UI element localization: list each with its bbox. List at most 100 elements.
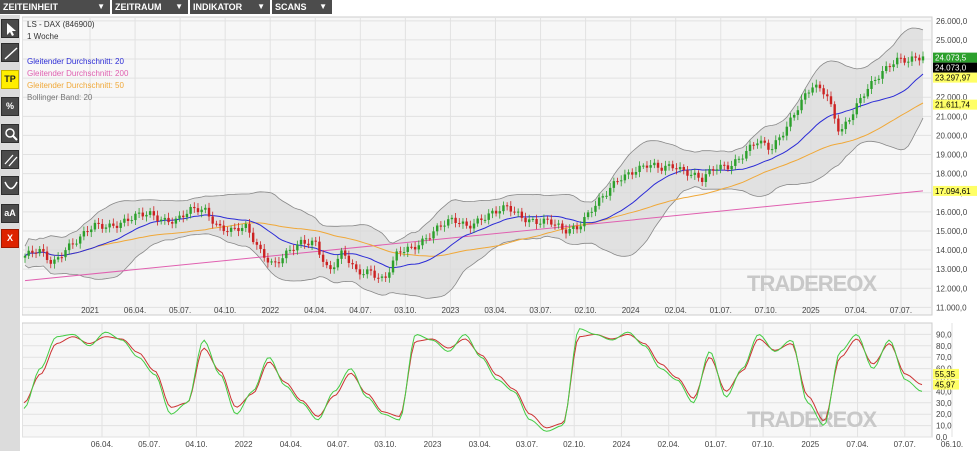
candle-body (439, 225, 443, 227)
candle-body (274, 261, 277, 263)
candle-body (178, 215, 181, 219)
candle-body (351, 263, 354, 265)
candle-body (380, 276, 384, 278)
candle-body (815, 84, 818, 88)
candle-body (432, 231, 435, 239)
candle-body (623, 174, 627, 181)
candle-body (469, 225, 472, 229)
chart-area[interactable]: TRADEREOX 26.000,025.000,024.000,023.000… (22, 15, 978, 451)
parallel-lines-icon (4, 154, 18, 167)
y-tick-label: 90,0 (936, 330, 952, 339)
x-tick-label: 02.10. (574, 306, 596, 315)
candle-body (608, 187, 612, 196)
x-tick-label: 2025 (801, 440, 819, 449)
arc-tool[interactable] (1, 176, 19, 195)
candle-body (631, 172, 634, 175)
candle-body (531, 218, 535, 220)
candle-body (182, 215, 185, 218)
candle-body (770, 149, 774, 151)
candle-body (90, 229, 93, 233)
candle-body (402, 252, 406, 254)
menu-zeitraum-label: ZEITRAUM (115, 2, 162, 12)
chevron-down-icon: ▼ (175, 2, 183, 11)
price-tag-label: 17.094,61 (935, 187, 971, 196)
candle-body (675, 168, 678, 170)
candle-body (145, 214, 148, 217)
delete-tool[interactable]: X (1, 229, 19, 248)
menu-zeiteinheit[interactable]: ZEITEINHEIT ▼ (0, 0, 110, 14)
text-tool[interactable]: aA (1, 204, 19, 223)
text-size-icon: aA (4, 208, 16, 218)
x-tick-label: 2021 (81, 306, 99, 315)
y-tick-label: 0,0 (936, 433, 948, 442)
candle-body (193, 206, 196, 209)
candle-body (660, 167, 663, 171)
candle-body (730, 165, 733, 170)
candle-body (664, 165, 667, 171)
candle-body (586, 212, 590, 218)
cursor-tool[interactable] (1, 19, 19, 38)
x-tick-label: 02.04. (665, 306, 687, 315)
candle-body (277, 262, 281, 264)
candle-body (343, 250, 347, 256)
candle-body (656, 162, 660, 168)
y-tick-label: 13.000,0 (936, 265, 968, 274)
tp-tool[interactable]: TP (1, 70, 19, 89)
candle-body (299, 239, 303, 245)
candle-body (119, 222, 122, 228)
candle-body (101, 223, 104, 229)
channel-tool[interactable] (1, 150, 19, 169)
candle-body (148, 211, 152, 215)
candle-body (126, 218, 130, 221)
price-tag: 17.094,61 (933, 185, 977, 196)
candle-body (748, 144, 752, 151)
menu-zeitraum[interactable]: ZEITRAUM ▼ (112, 0, 188, 14)
candle-body (71, 243, 75, 245)
traderfox-watermark: TRADEREOX (747, 407, 877, 432)
x-tick-label: 03.07. (516, 440, 538, 449)
menu-indikator[interactable]: INDIKATOR ▼ (190, 0, 270, 14)
candle-body (189, 206, 192, 214)
candle-body (251, 232, 255, 243)
percent-tool[interactable]: % (1, 97, 19, 116)
x-tick-label: 2024 (622, 306, 640, 315)
candle-body (564, 229, 568, 234)
candlestick-series (23, 51, 925, 283)
candle-body (700, 177, 704, 182)
trendline-tool[interactable] (1, 43, 19, 62)
candle-body (152, 211, 156, 216)
menu-scans-label: SCANS (275, 2, 307, 12)
candle-body (395, 251, 398, 261)
candle-body (678, 166, 682, 170)
tp-icon: TP (4, 74, 16, 84)
candle-body (862, 96, 866, 98)
candle-body (134, 213, 137, 221)
y-tick-label: 20,0 (936, 410, 952, 419)
candle-body (325, 261, 328, 266)
candle-body (454, 217, 457, 224)
zoom-tool[interactable] (1, 124, 19, 143)
x-tick-label: 06.04. (91, 440, 113, 449)
candle-body (649, 165, 652, 168)
y-tick-label: 40,0 (936, 387, 952, 396)
x-tick-label: 07.07. (890, 306, 912, 315)
candle-body (590, 211, 593, 213)
candle-body (829, 96, 833, 105)
x-tick-label: 05.07. (138, 440, 160, 449)
candle-body (211, 216, 214, 224)
candle-body (597, 197, 601, 206)
candle-body (196, 208, 200, 213)
candle-body (292, 249, 295, 251)
chart-subtitle: 1 Woche (27, 32, 59, 41)
candle-body (833, 104, 836, 119)
candle-body (424, 238, 428, 240)
candle-body (377, 277, 380, 279)
y-tick-label: 15.000,0 (936, 227, 968, 236)
price-tag: 21.611,74 (933, 99, 977, 110)
candle-body (767, 142, 770, 150)
menu-scans[interactable]: SCANS ▼ (272, 0, 332, 14)
arc-icon (4, 181, 18, 190)
candle-body (31, 250, 34, 253)
candle-body (818, 84, 822, 89)
candle-body (873, 79, 877, 81)
